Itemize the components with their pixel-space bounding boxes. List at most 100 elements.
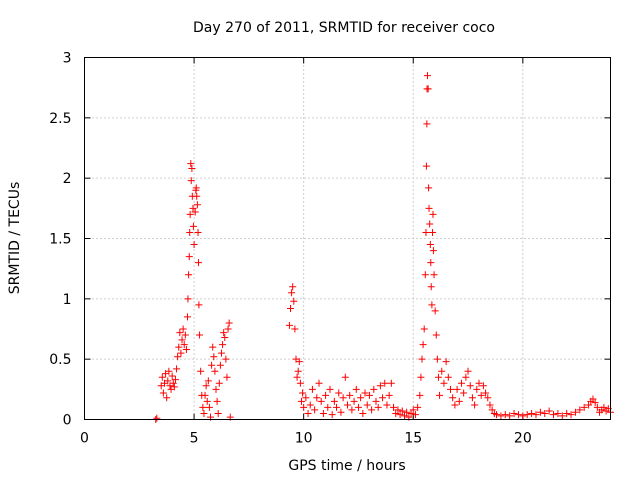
- data-point: [203, 397, 211, 405]
- data-point: [185, 253, 193, 261]
- data-point: [208, 361, 216, 369]
- data-point: [387, 379, 395, 387]
- data-point: [311, 406, 319, 414]
- data-point: [289, 283, 297, 291]
- y-axis-label: SRMTID / TECUs: [7, 182, 23, 295]
- data-point: [335, 389, 343, 397]
- data-point: [398, 407, 406, 415]
- data-point: [576, 406, 584, 414]
- data-point: [368, 406, 376, 414]
- data-point: [394, 406, 402, 414]
- data-point: [209, 343, 217, 351]
- data-point: [383, 401, 391, 409]
- data-point: [424, 85, 432, 93]
- data-point: [199, 403, 207, 411]
- data-point: [188, 165, 196, 173]
- data-point: [299, 389, 307, 397]
- data-point: [466, 382, 474, 390]
- data-point: [536, 408, 544, 416]
- data-point: [158, 373, 166, 381]
- data-point: [214, 409, 222, 417]
- data-point: [431, 307, 439, 315]
- data-point: [153, 414, 161, 422]
- data-point: [201, 391, 209, 399]
- data-point: [438, 367, 446, 375]
- data-point: [545, 407, 553, 415]
- data-point: [411, 411, 419, 419]
- data-point: [189, 222, 197, 230]
- data-point: [180, 341, 188, 349]
- data-point: [223, 373, 231, 381]
- data-point: [297, 397, 305, 405]
- data-point: [554, 409, 562, 417]
- data-point: [571, 408, 579, 416]
- data-point: [429, 210, 437, 218]
- data-point: [396, 411, 404, 419]
- data-point: [426, 220, 434, 228]
- data-point: [178, 336, 186, 344]
- data-point: [506, 412, 514, 420]
- tick-labels: 0 0.5 1 1.5 2 2.5 3 0 5 10 15 20: [49, 51, 532, 447]
- data-point: [447, 385, 455, 393]
- data-point: [449, 394, 457, 402]
- data-point: [486, 401, 494, 409]
- data-point: [434, 373, 442, 381]
- data-point: [365, 391, 373, 399]
- data-point: [580, 403, 588, 411]
- data-point: [422, 162, 430, 170]
- data-point: [425, 204, 433, 212]
- data-point: [164, 377, 172, 385]
- data-point: [181, 331, 189, 339]
- data-point: [440, 379, 448, 387]
- data-point: [451, 401, 459, 409]
- y-tick-label: 0: [63, 413, 72, 429]
- chart-title: Day 270 of 2011, SRMTID for receiver coc…: [193, 20, 495, 36]
- data-point: [558, 412, 566, 420]
- data-point: [475, 379, 483, 387]
- data-point: [194, 228, 202, 236]
- data-point: [497, 412, 505, 420]
- data-point: [418, 355, 426, 363]
- data-point: [462, 373, 470, 381]
- data-point: [429, 247, 437, 255]
- data-point: [409, 406, 417, 414]
- data-point: [296, 379, 304, 387]
- data-point: [436, 391, 444, 399]
- data-point: [287, 304, 295, 312]
- data-point: [359, 409, 367, 417]
- data-point: [419, 341, 427, 349]
- data-point: [541, 409, 549, 417]
- data-point: [185, 271, 193, 279]
- data-point: [213, 397, 221, 405]
- data-point: [285, 321, 293, 329]
- data-point: [186, 210, 194, 218]
- data-point: [433, 355, 441, 363]
- data-point: [372, 397, 380, 405]
- data-point: [306, 401, 314, 409]
- data-point: [484, 394, 492, 402]
- data-point: [501, 411, 509, 419]
- data-point: [326, 385, 334, 393]
- data-point: [295, 358, 303, 366]
- data-point: [317, 397, 325, 405]
- data-point: [165, 367, 173, 375]
- data-point: [593, 403, 601, 411]
- data-point: [400, 412, 408, 420]
- data-point: [212, 385, 220, 393]
- data-point: [385, 391, 393, 399]
- y-tick-label: 1: [63, 292, 72, 308]
- data-point: [193, 192, 201, 200]
- data-point: [216, 361, 224, 369]
- data-point: [288, 289, 296, 297]
- data-point: [414, 403, 422, 411]
- data-point: [429, 228, 437, 236]
- data-point: [294, 367, 302, 375]
- data-point: [322, 391, 330, 399]
- data-point: [195, 301, 203, 309]
- data-point: [339, 394, 347, 402]
- data-point: [197, 367, 205, 375]
- data-point: [464, 367, 472, 375]
- data-point: [344, 401, 351, 409]
- data-point: [477, 391, 485, 399]
- data-point: [163, 394, 171, 402]
